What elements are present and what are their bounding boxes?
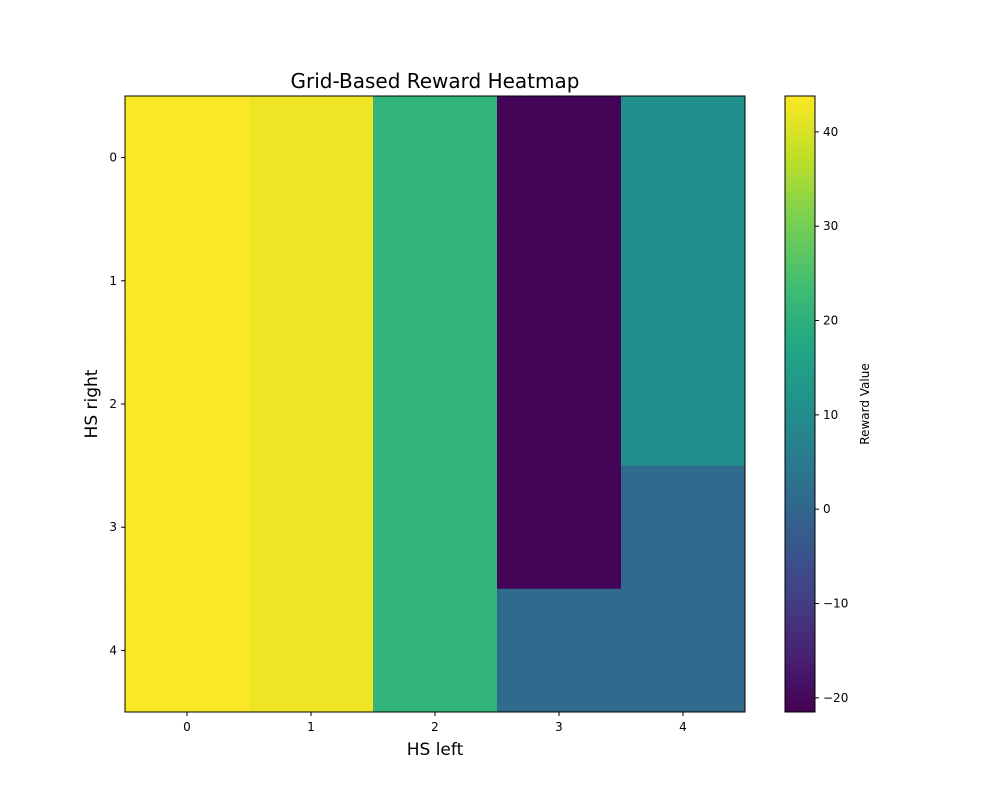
colorbar-tick-label: 10 (823, 408, 838, 422)
heatmap-cell (373, 588, 498, 713)
heatmap-cell (125, 219, 250, 343)
y-tick-label: 3 (109, 520, 117, 534)
heatmap-cell (373, 219, 498, 343)
colorbar-tick-label: 40 (823, 125, 838, 139)
heatmap-cell (125, 465, 250, 590)
x-tick-label: 3 (555, 720, 563, 734)
colorbar-tick-label: 0 (823, 502, 831, 516)
colorbar-ticks: 40 30 20 10 0 −10 −20 (815, 125, 848, 705)
x-tick-label: 4 (679, 720, 687, 734)
y-tick-label: 4 (109, 643, 117, 657)
heatmap-cell (621, 588, 746, 713)
heatmap-cell (249, 96, 374, 220)
heatmap-cells (125, 96, 746, 713)
heatmap-cell (373, 465, 498, 590)
x-tick-label: 1 (307, 720, 315, 734)
heatmap-cell (621, 219, 746, 343)
chart-title: Grid-Based Reward Heatmap (291, 69, 580, 93)
heatmap-cell (125, 342, 250, 467)
colorbar-label: Reward Value (858, 363, 872, 444)
heatmap-cell (497, 465, 622, 590)
x-axis-label: HS left (407, 740, 464, 760)
colorbar-tick-label: 20 (823, 314, 838, 328)
y-axis-label: HS right (82, 369, 102, 438)
colorbar (784, 95, 816, 713)
heatmap-cell (249, 465, 374, 590)
heatmap-cell (249, 219, 374, 343)
heatmap-cell (621, 342, 746, 467)
heatmap-cell (621, 465, 746, 590)
colorbar-tick-label: −10 (823, 597, 848, 611)
y-tick-label: 1 (109, 274, 117, 288)
heatmap-cell (497, 342, 622, 467)
heatmap-cell (373, 96, 498, 220)
x-tick-label: 0 (183, 720, 191, 734)
colorbar-tick-label: 30 (823, 219, 838, 233)
x-axis-ticks: 0 1 2 3 4 (183, 712, 687, 734)
y-axis-ticks: 0 1 2 3 4 (109, 151, 125, 657)
heatmap-cell (125, 588, 250, 713)
heatmap-cell (497, 588, 622, 713)
y-tick-label: 0 (109, 151, 117, 165)
x-tick-label: 2 (431, 720, 439, 734)
y-tick-label: 2 (109, 397, 117, 411)
heatmap-cell (621, 96, 746, 220)
heatmap-cell (497, 219, 622, 343)
heatmap-cell (249, 342, 374, 467)
heatmap-cell (249, 588, 374, 713)
heatmap-cell (373, 342, 498, 467)
heatmap-cell (497, 96, 622, 220)
heatmap-cell (125, 96, 250, 220)
colorbar-tick-label: −20 (823, 691, 848, 705)
